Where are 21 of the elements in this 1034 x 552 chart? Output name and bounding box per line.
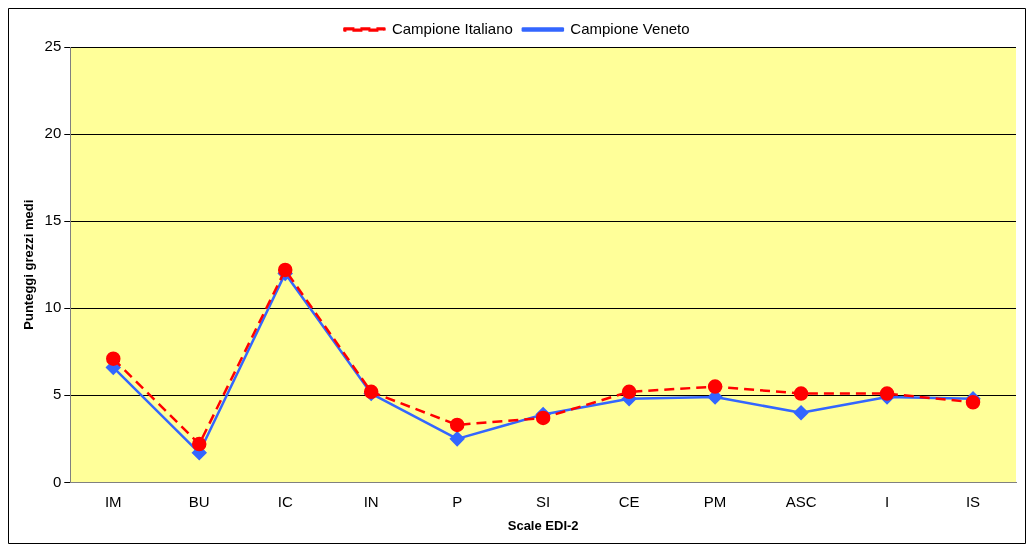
x-tick-label: IM <box>104 492 122 510</box>
y-tick-label: 0 <box>52 472 62 490</box>
y-tick-label: 15 <box>44 211 62 229</box>
y-axis-title: Punteggi grezzi medi <box>21 199 37 330</box>
x-tick-label: SI <box>536 492 551 510</box>
x-tick-label: IC <box>277 492 293 510</box>
y-tick-label: 10 <box>44 298 62 316</box>
x-tick-label: PM <box>703 492 727 510</box>
x-axis-title: Scale EDI-2 <box>507 517 579 533</box>
legend-label: Campione Italiano <box>391 19 513 37</box>
x-tick-label: IN <box>363 492 379 510</box>
x-tick-label: BU <box>188 492 210 510</box>
x-tick-label: I <box>884 492 890 510</box>
y-tick-label: 25 <box>44 37 62 55</box>
x-tick-label: ASC <box>785 492 817 510</box>
x-tick-label: CE <box>618 492 640 510</box>
legend-label: Campione Veneto <box>570 19 690 37</box>
y-tick-label: 20 <box>44 124 62 142</box>
x-tick-label: P <box>452 492 463 510</box>
y-tick-label: 5 <box>52 385 62 403</box>
x-tick-label: IS <box>965 492 981 510</box>
